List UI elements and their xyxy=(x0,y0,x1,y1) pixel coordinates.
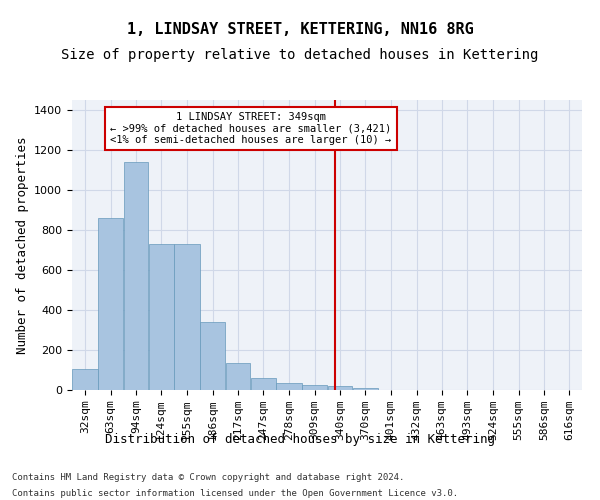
Text: Contains HM Land Registry data © Crown copyright and database right 2024.: Contains HM Land Registry data © Crown c… xyxy=(12,472,404,482)
Bar xyxy=(174,244,199,390)
Text: Distribution of detached houses by size in Kettering: Distribution of detached houses by size … xyxy=(105,432,495,446)
Bar xyxy=(226,363,250,390)
Bar xyxy=(98,218,123,390)
Bar xyxy=(276,383,302,390)
Bar xyxy=(72,370,98,390)
Text: Size of property relative to detached houses in Kettering: Size of property relative to detached ho… xyxy=(61,48,539,62)
Bar xyxy=(302,385,327,390)
Bar xyxy=(353,388,378,390)
Bar xyxy=(149,244,174,390)
Bar xyxy=(328,386,352,390)
Bar xyxy=(200,322,225,390)
Text: Contains public sector information licensed under the Open Government Licence v3: Contains public sector information licen… xyxy=(12,489,458,498)
Bar xyxy=(251,378,276,390)
Bar xyxy=(124,162,148,390)
Text: 1, LINDSAY STREET, KETTERING, NN16 8RG: 1, LINDSAY STREET, KETTERING, NN16 8RG xyxy=(127,22,473,38)
Text: 1 LINDSAY STREET: 349sqm
← >99% of detached houses are smaller (3,421)
<1% of se: 1 LINDSAY STREET: 349sqm ← >99% of detac… xyxy=(110,112,391,145)
Y-axis label: Number of detached properties: Number of detached properties xyxy=(16,136,29,354)
